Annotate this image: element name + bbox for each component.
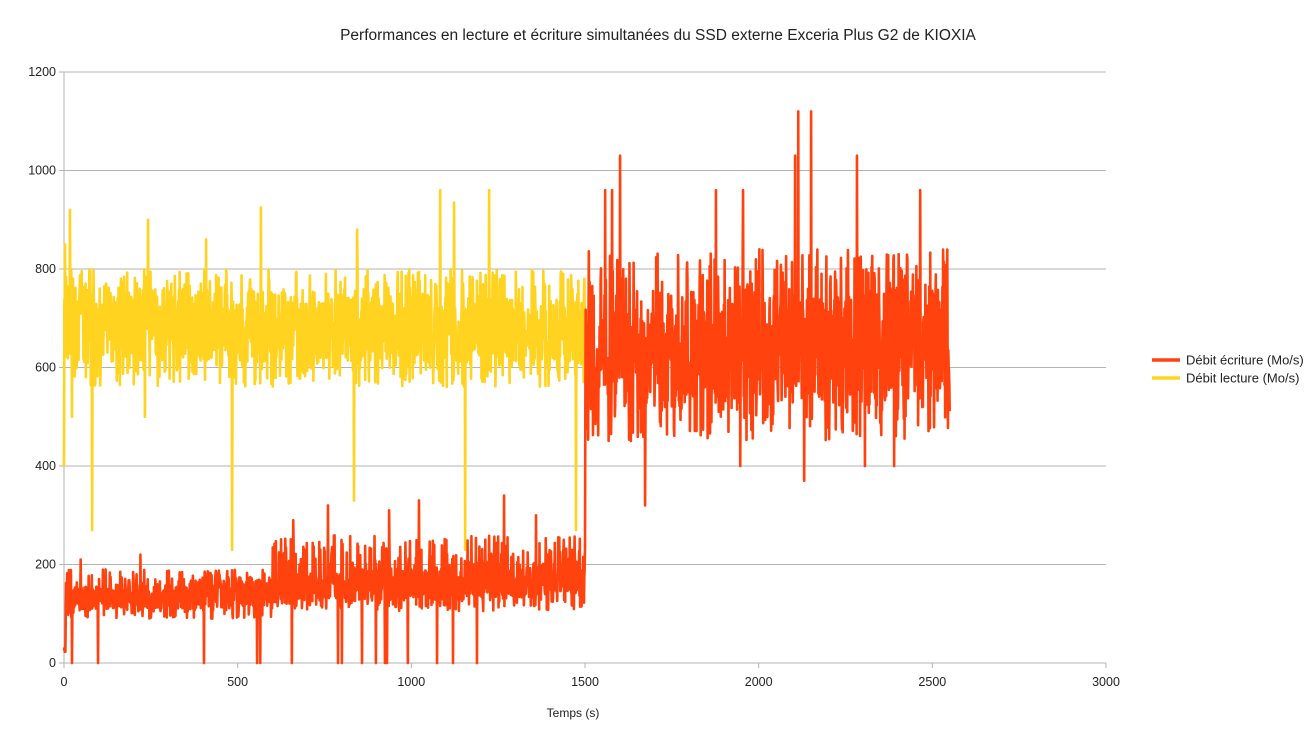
- x-tick-label: 2000: [745, 675, 773, 689]
- x-tick-label: 0: [61, 675, 68, 689]
- y-tick-label: 400: [35, 459, 56, 473]
- y-tick-label: 600: [35, 361, 56, 375]
- y-axis: 0 200 400 600 800 1000 1200: [28, 65, 56, 670]
- x-axis-label: Temps (s): [547, 706, 600, 720]
- y-tick-label: 200: [35, 558, 56, 572]
- x-tick-label: 2500: [918, 675, 946, 689]
- x-tick-label: 500: [227, 675, 248, 689]
- chart-title: Performances en lecture et écriture simu…: [340, 27, 976, 44]
- series-line-ecriture: [62, 110, 951, 665]
- legend: Débit écriture (Mo/s) Débit lecture (Mo/s…: [1152, 353, 1304, 386]
- x-tick-label: 3000: [1092, 675, 1120, 689]
- plot-series: [62, 110, 951, 665]
- legend-label: Débit écriture (Mo/s): [1186, 353, 1304, 368]
- y-tick-label: 1200: [28, 65, 56, 79]
- x-axis: 0 500 1000 1500 2000 2500 3000: [61, 663, 1120, 689]
- y-tick-label: 800: [35, 262, 56, 276]
- series-line-lecture: [62, 188, 587, 552]
- y-tick-label: 1000: [28, 164, 56, 178]
- x-tick-label: 1500: [571, 675, 599, 689]
- x-tick-label: 1000: [397, 675, 425, 689]
- legend-label: Débit lecture (Mo/s): [1186, 371, 1299, 386]
- y-tick-label: 0: [49, 656, 56, 670]
